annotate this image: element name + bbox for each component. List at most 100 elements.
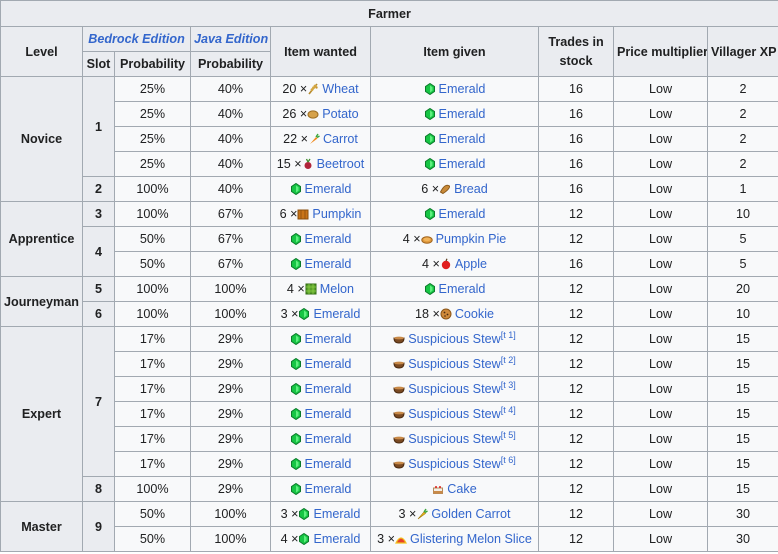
item-wanted-link[interactable]: Wheat <box>322 82 359 96</box>
item-wanted-link[interactable]: Emerald <box>304 232 352 246</box>
item-wanted-link[interactable]: Emerald <box>304 457 352 471</box>
melon-icon[interactable] <box>305 283 317 295</box>
suspicious-stew-icon[interactable] <box>393 433 405 445</box>
suspicious-stew-icon[interactable] <box>393 333 405 345</box>
item-wanted-link[interactable]: Emerald <box>304 257 352 271</box>
item-given-link[interactable]: Emerald <box>438 207 486 221</box>
emerald-icon[interactable] <box>290 357 302 371</box>
pumpkin-pie-icon[interactable] <box>420 233 433 245</box>
item-given-link[interactable]: Emerald <box>438 132 486 146</box>
emerald-icon[interactable] <box>298 307 310 321</box>
suspicious-stew-icon[interactable] <box>393 408 405 420</box>
cookie-icon[interactable] <box>440 308 452 320</box>
item-given-link[interactable]: Suspicious Stew <box>408 357 501 371</box>
footnote-link[interactable]: [t 3] <box>500 380 516 390</box>
item-wanted-cell: 22 × Carrot <box>270 126 371 152</box>
item-given-link[interactable]: Suspicious Stew <box>408 382 501 396</box>
emerald-icon[interactable] <box>424 157 436 171</box>
item-wanted-link[interactable]: Emerald <box>304 182 352 196</box>
item-wanted-link[interactable]: Emerald <box>313 307 361 321</box>
item-given-link[interactable]: Cake <box>447 482 477 496</box>
price-multiplier-cell: Low <box>613 426 708 452</box>
trades-in-stock-cell: 12 <box>538 401 614 427</box>
emerald-icon[interactable] <box>424 82 436 96</box>
item-given-link[interactable]: Glistering Melon Slice <box>410 532 532 546</box>
footnote-link[interactable]: [t 6] <box>500 455 516 465</box>
footnote-link[interactable]: [t 2] <box>500 355 516 365</box>
bedrock-edition-header[interactable]: Bedrock Edition <box>82 26 191 52</box>
item-wanted-link[interactable]: Emerald <box>304 357 352 371</box>
glistering-melon-slice-icon[interactable] <box>395 533 408 545</box>
item-wanted-cell: 15 × Beetroot <box>270 151 371 177</box>
trades-in-stock-cell: 12 <box>538 501 614 527</box>
trades-in-stock-cell: 16 <box>538 176 614 202</box>
item-wanted-link[interactable]: Emerald <box>304 432 352 446</box>
java-edition-header[interactable]: Java Edition <box>190 26 271 52</box>
java-probability-cell: 100% <box>190 501 271 527</box>
emerald-icon[interactable] <box>424 107 436 121</box>
item-wanted-link[interactable]: Emerald <box>304 332 352 346</box>
cake-icon[interactable] <box>432 483 444 495</box>
item-given-link[interactable]: Emerald <box>438 107 486 121</box>
emerald-icon[interactable] <box>290 457 302 471</box>
item-given-link[interactable]: Emerald <box>438 282 486 296</box>
emerald-icon[interactable] <box>424 282 436 296</box>
emerald-icon[interactable] <box>424 207 436 221</box>
item-wanted-link[interactable]: Carrot <box>322 132 358 146</box>
price-multiplier-cell: Low <box>613 251 708 277</box>
apple-icon[interactable] <box>440 258 452 270</box>
emerald-icon[interactable] <box>290 382 302 396</box>
item-wanted-link[interactable]: Emerald <box>304 482 352 496</box>
item-wanted-link[interactable]: Emerald <box>304 407 352 421</box>
item-wanted-link[interactable]: Potato <box>322 107 359 121</box>
item-given-link[interactable]: Emerald <box>438 157 486 171</box>
emerald-icon[interactable] <box>290 432 302 446</box>
emerald-icon[interactable] <box>424 132 436 146</box>
footnote-link[interactable]: [t 1] <box>500 330 516 340</box>
potato-icon[interactable] <box>307 108 319 120</box>
item-wanted-link[interactable]: Emerald <box>313 532 361 546</box>
beetroot-icon[interactable] <box>302 158 314 170</box>
emerald-icon[interactable] <box>290 182 302 196</box>
java-edition-link[interactable]: Java Edition <box>194 32 269 46</box>
suspicious-stew-icon[interactable] <box>393 458 405 470</box>
item-wanted-link[interactable]: Emerald <box>313 507 361 521</box>
bread-icon[interactable] <box>439 183 451 195</box>
item-given-link[interactable]: Suspicious Stew <box>408 332 501 346</box>
item-given-link[interactable]: Cookie <box>454 307 495 321</box>
emerald-icon[interactable] <box>290 232 302 246</box>
item-wanted-link[interactable]: Emerald <box>304 382 352 396</box>
item-given-link[interactable]: Bread <box>454 182 488 196</box>
item-given-link[interactable]: Emerald <box>438 82 486 96</box>
wheat-icon[interactable] <box>307 83 319 95</box>
carrot-icon[interactable] <box>308 133 320 145</box>
emerald-icon[interactable] <box>290 332 302 346</box>
golden-carrot-icon[interactable] <box>416 508 429 520</box>
bedrock-edition-link[interactable]: Bedrock Edition <box>88 32 185 46</box>
item-wanted-count: 15 × <box>276 157 302 171</box>
footnote-link[interactable]: [t 5] <box>500 430 516 440</box>
item-given-link[interactable]: Golden Carrot <box>431 507 511 521</box>
trades-body: Novice 1 25% 40% 20 × Wheat Emerald 16 Low 2 25% 40… <box>0 76 778 552</box>
suspicious-stew-icon[interactable] <box>393 358 405 370</box>
item-given-cell: Suspicious Stew[t 3] <box>370 376 539 402</box>
item-wanted-link[interactable]: Beetroot <box>316 157 365 171</box>
footnote-link[interactable]: [t 4] <box>500 405 516 415</box>
pumpkin-icon[interactable] <box>297 208 309 220</box>
suspicious-stew-icon[interactable] <box>393 383 405 395</box>
item-given-count: 18 × <box>414 307 440 321</box>
item-wanted-link[interactable]: Pumpkin <box>312 207 362 221</box>
emerald-icon[interactable] <box>290 407 302 421</box>
item-given-link[interactable]: Pumpkin Pie <box>435 232 507 246</box>
emerald-icon[interactable] <box>290 257 302 271</box>
emerald-icon[interactable] <box>298 532 310 546</box>
item-given-link[interactable]: Apple <box>454 257 488 271</box>
emerald-icon[interactable] <box>290 482 302 496</box>
bedrock-probability-cell: 50% <box>114 501 191 527</box>
item-given-link[interactable]: Suspicious Stew <box>408 407 501 421</box>
item-given-link[interactable]: Suspicious Stew <box>408 432 501 446</box>
item-given-link[interactable]: Suspicious Stew <box>408 457 501 471</box>
emerald-icon[interactable] <box>298 507 310 521</box>
item-wanted-link[interactable]: Melon <box>319 282 355 296</box>
price-multiplier-cell: Low <box>613 126 708 152</box>
